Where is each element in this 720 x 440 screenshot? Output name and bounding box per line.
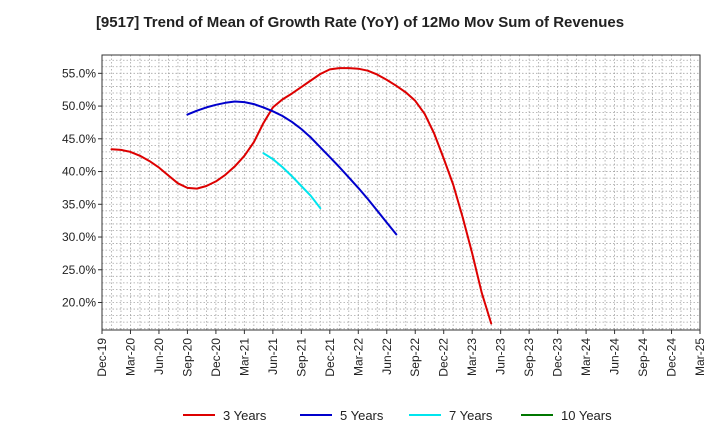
series-line-7-years (262, 152, 322, 210)
x-tick-label: Dec-24 (665, 338, 679, 377)
x-tick-label: Dec-22 (437, 338, 451, 377)
x-tick-label: Dec-23 (551, 338, 565, 377)
x-tick-label: Mar-20 (123, 338, 137, 376)
x-tick-label: Mar-21 (237, 338, 251, 376)
legend-label-3-years: 3 Years (223, 408, 267, 423)
x-tick-label: Dec-19 (95, 338, 109, 377)
y-tick-label: 20.0% (62, 296, 96, 310)
x-tick-label: Jun-23 (494, 338, 508, 375)
x-tick-label: Sep-21 (294, 338, 308, 377)
legend: 3 Years 5 Years 7 Years 10 Years (183, 408, 612, 423)
x-tick-label: Dec-21 (323, 338, 337, 377)
y-tick-label: 30.0% (62, 230, 96, 244)
x-tick-label: Jun-24 (608, 338, 622, 375)
x-tick-label: Sep-20 (180, 338, 194, 377)
y-tick-label: 25.0% (62, 263, 96, 277)
series-line-5-years (186, 100, 398, 236)
x-tick-label: Mar-25 (693, 338, 707, 376)
y-tick-label: 50.0% (62, 99, 96, 113)
x-tick-label: Sep-24 (636, 338, 650, 377)
x-tick-label: Mar-22 (351, 338, 365, 376)
y-tick-label: 55.0% (62, 66, 96, 80)
grid (102, 55, 700, 330)
legend-label-5-years: 5 Years (340, 408, 384, 423)
series-line-3-years (110, 67, 493, 325)
x-tick-label: Mar-24 (579, 338, 593, 376)
y-axis: 20.0% 25.0% 30.0% 35.0% 40.0% 45.0% 50.0% 55.0% (62, 66, 102, 310)
x-tick-label: Dec-20 (209, 338, 223, 377)
y-tick-label: 45.0% (62, 132, 96, 146)
y-tick-label: 40.0% (62, 165, 96, 179)
x-tick-label: Jun-22 (380, 338, 394, 375)
x-tick-label: Sep-22 (408, 338, 422, 377)
y-tick-label: 35.0% (62, 197, 96, 211)
chart-title: [9517] Trend of Mean of Growth Rate (YoY… (95, 14, 625, 31)
legend-label-10-years: 10 Years (561, 408, 612, 423)
legend-label-7-years: 7 Years (449, 408, 493, 423)
x-tick-label: Sep-23 (522, 338, 536, 377)
x-tick-label: Mar-23 (465, 338, 479, 376)
x-tick-label: Jun-20 (152, 338, 166, 375)
series-layer (110, 67, 493, 325)
x-tick-label: Jun-21 (266, 338, 280, 375)
x-axis: Dec-19 Mar-20 Jun-20 Sep-20 Dec-20 Mar-21 Jun-… (95, 330, 707, 377)
plot-frame (101, 54, 701, 331)
